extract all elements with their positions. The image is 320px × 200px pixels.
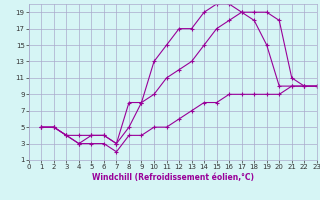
X-axis label: Windchill (Refroidissement éolien,°C): Windchill (Refroidissement éolien,°C) xyxy=(92,173,254,182)
